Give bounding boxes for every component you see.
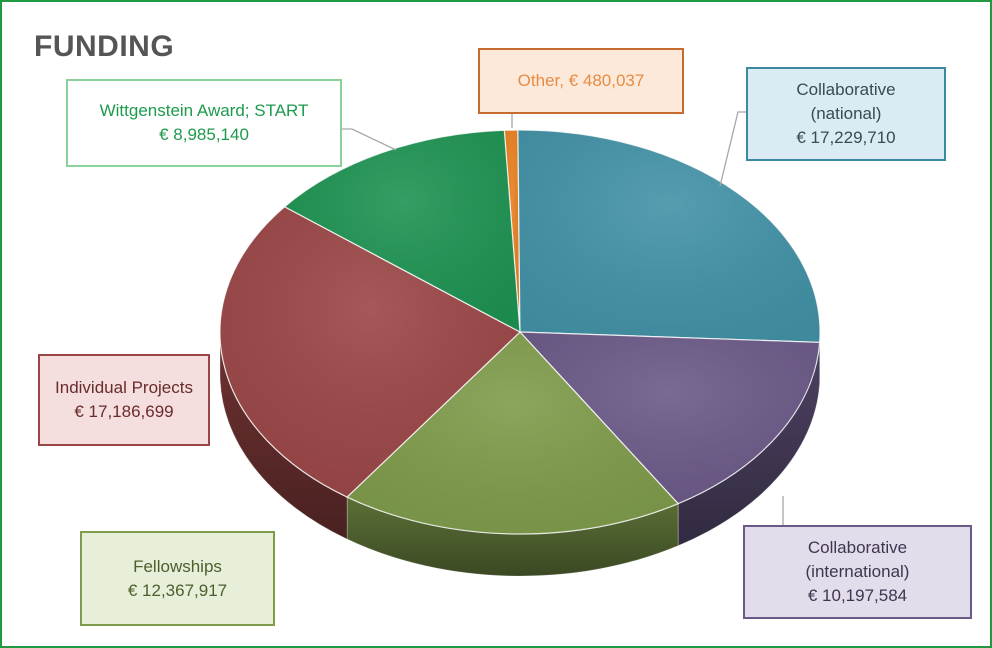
label-value: € 17,229,710 bbox=[796, 128, 896, 147]
label-collab-international: Fellowships € 12,367,917 bbox=[80, 531, 275, 626]
label-text: Individual Projects bbox=[55, 378, 193, 397]
pie-side-shade-fellowships bbox=[220, 332, 348, 540]
label-value: € 12,367,917 bbox=[127, 580, 228, 600]
label-text: Collaborative bbox=[807, 538, 908, 557]
label-text: Fellowships bbox=[133, 556, 222, 576]
pie-slice-sheen-collab-national bbox=[520, 332, 820, 504]
label-text: (national) bbox=[810, 104, 882, 123]
pie-side-shade-collab-national bbox=[678, 342, 820, 546]
pie-slice-sheen-individual-projects bbox=[284, 130, 520, 332]
pie-sides bbox=[219, 331, 821, 577]
pie-side-shade-collab-international bbox=[347, 497, 679, 576]
label-individual-projects: Wittgenstein Award; START € 8,985,140 bbox=[66, 79, 342, 167]
label-wittgenstein-start: Other, € 480,037 bbox=[478, 48, 684, 114]
pie-tops bbox=[219, 129, 821, 535]
leader-lines bbox=[342, 111, 784, 525]
pie-slice-sheen-fellowships bbox=[220, 206, 521, 498]
label-value: € 10,197,584 bbox=[807, 586, 908, 605]
label-collab-national: Collaborative (international) € 10,197,584 bbox=[743, 525, 972, 619]
label-text: (international) bbox=[805, 562, 910, 581]
label-other: Collaborative (national) € 17,229,710 bbox=[746, 67, 946, 161]
label-text: Collaborative bbox=[796, 80, 896, 99]
label-fellowships: Individual Projects € 17,186,699 bbox=[38, 354, 210, 446]
leader-line-individual-projects bbox=[342, 128, 397, 151]
leader-line-other bbox=[719, 111, 746, 187]
label-text: Wittgenstein Award; START bbox=[99, 101, 309, 120]
label-value: € 17,186,699 bbox=[74, 402, 174, 421]
label-value: Other, € 480,037 bbox=[517, 71, 645, 90]
label-value: € 8,985,140 bbox=[159, 125, 249, 144]
pie-slice-sheen-other bbox=[517, 130, 820, 343]
chart-title: FUNDING bbox=[34, 30, 175, 63]
pie-slice-sheen-collab-international bbox=[347, 332, 679, 534]
